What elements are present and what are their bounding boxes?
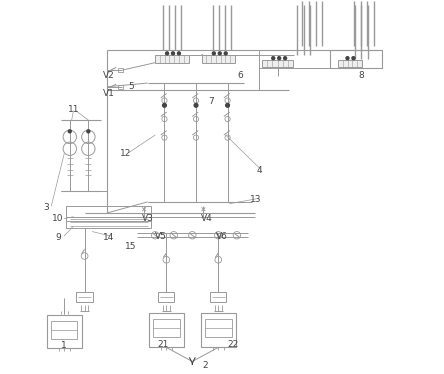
Bar	[66, 206, 151, 228]
Circle shape	[87, 130, 90, 133]
Bar	[210, 292, 226, 302]
Text: V6: V6	[216, 232, 228, 240]
Bar	[202, 55, 235, 62]
Text: V4: V4	[201, 214, 213, 223]
Bar	[118, 85, 123, 89]
Text: 12: 12	[120, 149, 131, 158]
Circle shape	[68, 130, 71, 133]
Circle shape	[212, 52, 215, 55]
Text: 10: 10	[52, 214, 63, 223]
Circle shape	[224, 52, 227, 55]
Text: 6: 6	[238, 71, 243, 80]
Circle shape	[163, 104, 166, 107]
Text: V3: V3	[142, 214, 154, 223]
Bar	[205, 319, 231, 337]
Circle shape	[171, 52, 174, 55]
Text: 22: 22	[227, 340, 239, 349]
Bar	[51, 321, 77, 339]
Circle shape	[166, 52, 169, 55]
Bar	[201, 313, 236, 347]
Bar	[76, 292, 93, 302]
Circle shape	[178, 52, 180, 55]
Text: V2: V2	[103, 71, 115, 80]
Bar	[338, 60, 362, 67]
Text: 5: 5	[128, 82, 134, 91]
Bar	[118, 68, 123, 72]
Text: 9: 9	[55, 233, 61, 242]
Text: 8: 8	[358, 71, 364, 80]
Text: 11: 11	[68, 105, 79, 114]
Circle shape	[284, 57, 286, 60]
Bar	[47, 315, 82, 349]
Bar	[153, 319, 179, 337]
Text: 21: 21	[157, 340, 168, 349]
Text: 7: 7	[208, 97, 214, 106]
Circle shape	[352, 57, 355, 60]
Circle shape	[272, 57, 275, 60]
Circle shape	[278, 57, 281, 60]
Text: V5: V5	[155, 232, 166, 240]
Bar	[329, 50, 382, 68]
Circle shape	[226, 104, 230, 107]
Text: 4: 4	[256, 166, 262, 175]
Text: 13: 13	[250, 196, 261, 205]
Text: 3: 3	[43, 203, 48, 212]
Circle shape	[346, 57, 349, 60]
Bar	[158, 292, 174, 302]
Circle shape	[194, 104, 198, 107]
Text: V1: V1	[103, 89, 115, 98]
Bar	[262, 60, 293, 67]
Circle shape	[218, 52, 221, 55]
Text: 15: 15	[125, 242, 137, 251]
Text: 1: 1	[61, 341, 67, 350]
Bar	[149, 313, 184, 347]
Text: 14: 14	[103, 233, 115, 242]
Bar	[155, 55, 189, 62]
Text: 2: 2	[202, 361, 208, 370]
